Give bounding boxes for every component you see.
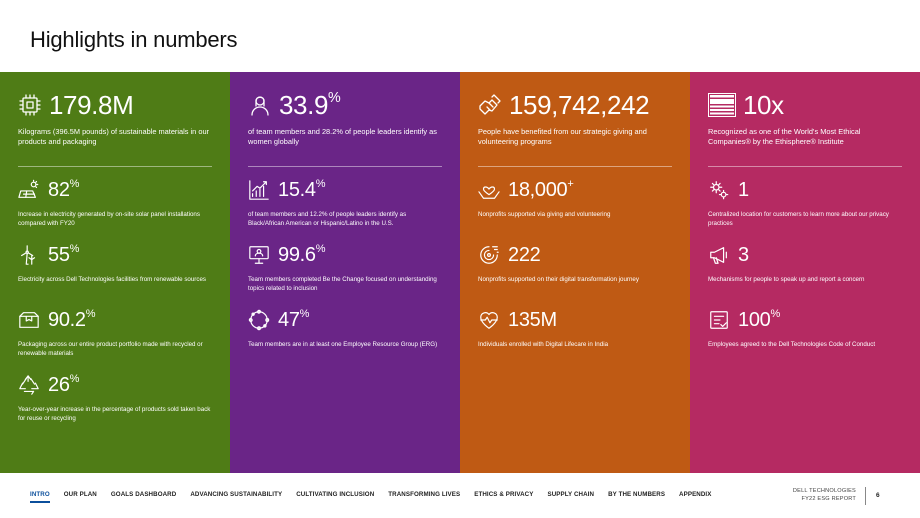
stat-item: 135M Individuals enrolled with Digital L… (478, 307, 672, 364)
stat-item: 82% Increase in electricity generated by… (18, 177, 212, 234)
stat-value: 222 (508, 244, 541, 266)
heartbeat-icon (480, 312, 498, 329)
stat-value: 1 (738, 179, 749, 201)
divider (18, 166, 212, 167)
stat-item: 15.4% of team members and 12.2% of peopl… (248, 177, 442, 234)
stat-description: Nonprofits supported on their digital tr… (478, 276, 639, 283)
panel-transforming-lives: 159,742,242 People have benefited from o… (460, 72, 690, 473)
hero-value: 179.8M (49, 90, 134, 120)
report-name: FY22 ESG REPORT (801, 495, 856, 502)
ethical-companies-badge-icon (708, 93, 736, 117)
hero-stat: 10x (708, 88, 902, 122)
nav-item-ethics-privacy[interactable]: ETHICS & PRIVACY (474, 491, 534, 498)
nav-item-by-the-numbers[interactable]: BY THE NUMBERS (608, 491, 666, 498)
privacy-gears-icon (710, 181, 729, 200)
hero-value: 33.9% (279, 90, 341, 120)
group-circle-icon (248, 309, 270, 331)
stat-description: Increase in electricity generated by on-… (18, 211, 200, 227)
stat-description: Team members are in at least one Employe… (248, 341, 438, 348)
report-brand: DELL TECHNOLOGIES FY22 ESG REPORT (786, 488, 856, 503)
stat-item: 26% Year-over-year increase in the perce… (18, 372, 212, 429)
stat-description: Employees agreed to the Dell Technologie… (708, 341, 876, 348)
divider (708, 166, 902, 167)
stat-description: Individuals enrolled with Digital Lifeca… (478, 341, 609, 348)
stat-item: 222 Nonprofits supported on their digita… (478, 242, 672, 299)
stat-description: Team members completed Be the Change foc… (248, 276, 437, 292)
stat-description: Nonprofits supported via giving and volu… (478, 211, 611, 218)
page-number: 6 (876, 492, 880, 499)
hero-value: 159,742,242 (509, 90, 650, 120)
stat-value: 15.4% (278, 178, 326, 201)
panel-sustainability: 179.8M Kilograms (396.5M pounds) of sust… (0, 72, 230, 473)
stat-item: 90.2% Packaging across our entire produc… (18, 307, 212, 364)
stat-value: 3 (738, 244, 749, 266)
nav-item-intro[interactable]: INTRO (30, 491, 50, 503)
stat-description: Packaging across our entire product port… (18, 341, 203, 357)
stat-item: 18,000+ Nonprofits supported via giving … (478, 177, 672, 234)
stat-description: of team members and 12.2% of people lead… (248, 211, 407, 227)
growth-chart-icon (249, 180, 269, 200)
solar-panel-icon (18, 179, 39, 198)
code-of-conduct-icon (710, 311, 728, 329)
heart-hands-icon (478, 186, 500, 199)
hero-description: People have benefited from our strategic… (478, 127, 647, 146)
hero-stat: 159,742,242 (478, 88, 672, 122)
stat-value: 135M (508, 309, 557, 331)
packaging-icon (19, 312, 39, 328)
stat-item: 99.6% Team members completed Be the Chan… (248, 242, 442, 299)
panel-ethics-privacy: 10x Recognized as one of the World's Mos… (690, 72, 920, 473)
helping-hands-icon (479, 94, 501, 115)
page-title: Highlights in numbers (30, 27, 238, 52)
divider (248, 166, 442, 167)
learning-icon (249, 246, 269, 264)
stat-value: 47% (278, 308, 310, 331)
divider (478, 166, 672, 167)
digital-brain-icon (480, 246, 499, 264)
stat-value: 100% (738, 308, 780, 331)
nav-item-appendix[interactable]: APPENDIX (679, 491, 712, 498)
chip-icon (19, 94, 41, 116)
stat-value: 82% (48, 178, 80, 201)
stat-item: 55% Electricity across Dell Technologies… (18, 242, 212, 299)
stat-item: 1 Centralized location for customers to … (708, 177, 902, 234)
section-nav: INTRO OUR PLAN GOALS DASHBOARD ADVANCING… (30, 491, 712, 503)
stat-item: 100% Employees agreed to the Dell Techno… (708, 307, 902, 364)
hero-description: of team members and 28.2% of people lead… (248, 127, 437, 146)
hero-description: Recognized as one of the World's Most Et… (708, 127, 861, 146)
hero-description: Kilograms (396.5M pounds) of sustainable… (18, 127, 210, 146)
footer-separator (865, 487, 866, 505)
stat-item: 3 Mechanisms for people to speak up and … (708, 242, 902, 299)
nav-item-transforming-lives[interactable]: TRANSFORMING LIVES (388, 491, 461, 498)
hero-stat: 33.9% (248, 88, 442, 122)
panel-inclusion: 33.9% of team members and 28.2% of peopl… (230, 72, 460, 473)
hero-value: 10x (743, 90, 784, 120)
stat-description: Year-over-year increase in the percentag… (18, 406, 211, 422)
stat-description: Mechanisms for people to speak up and re… (708, 276, 865, 283)
stat-value: 55% (48, 243, 80, 266)
footer: INTRO OUR PLAN GOALS DASHBOARD ADVANCING… (0, 473, 920, 518)
nav-item-goals-dashboard[interactable]: GOALS DASHBOARD (110, 491, 177, 498)
hero-stat: 179.8M (18, 88, 212, 122)
wind-turbine-icon (21, 245, 36, 265)
megaphone-icon (710, 247, 727, 264)
stat-value: 18,000+ (508, 178, 574, 201)
stat-item: 47% Team members are in at least one Emp… (248, 307, 442, 364)
nav-item-cultivating-inclusion[interactable]: CULTIVATING INCLUSION (296, 491, 375, 498)
brand-name: DELL TECHNOLOGIES (792, 488, 856, 494)
nav-item-our-plan[interactable]: OUR PLAN (63, 491, 97, 498)
recycle-icon (19, 375, 39, 395)
stat-description: Centralized location for customers to le… (708, 211, 889, 227)
nav-item-advancing-sustainability[interactable]: ADVANCING SUSTAINABILITY (190, 491, 283, 498)
nav-item-supply-chain[interactable]: SUPPLY CHAIN (547, 491, 595, 498)
woman-icon (251, 96, 269, 116)
stat-value: 99.6% (278, 243, 326, 266)
stat-value: 26% (48, 373, 80, 396)
stat-description: Electricity across Dell Technologies fac… (18, 276, 206, 283)
highlights-panels: 179.8M Kilograms (396.5M pounds) of sust… (0, 72, 920, 473)
stat-value: 90.2% (48, 308, 96, 331)
